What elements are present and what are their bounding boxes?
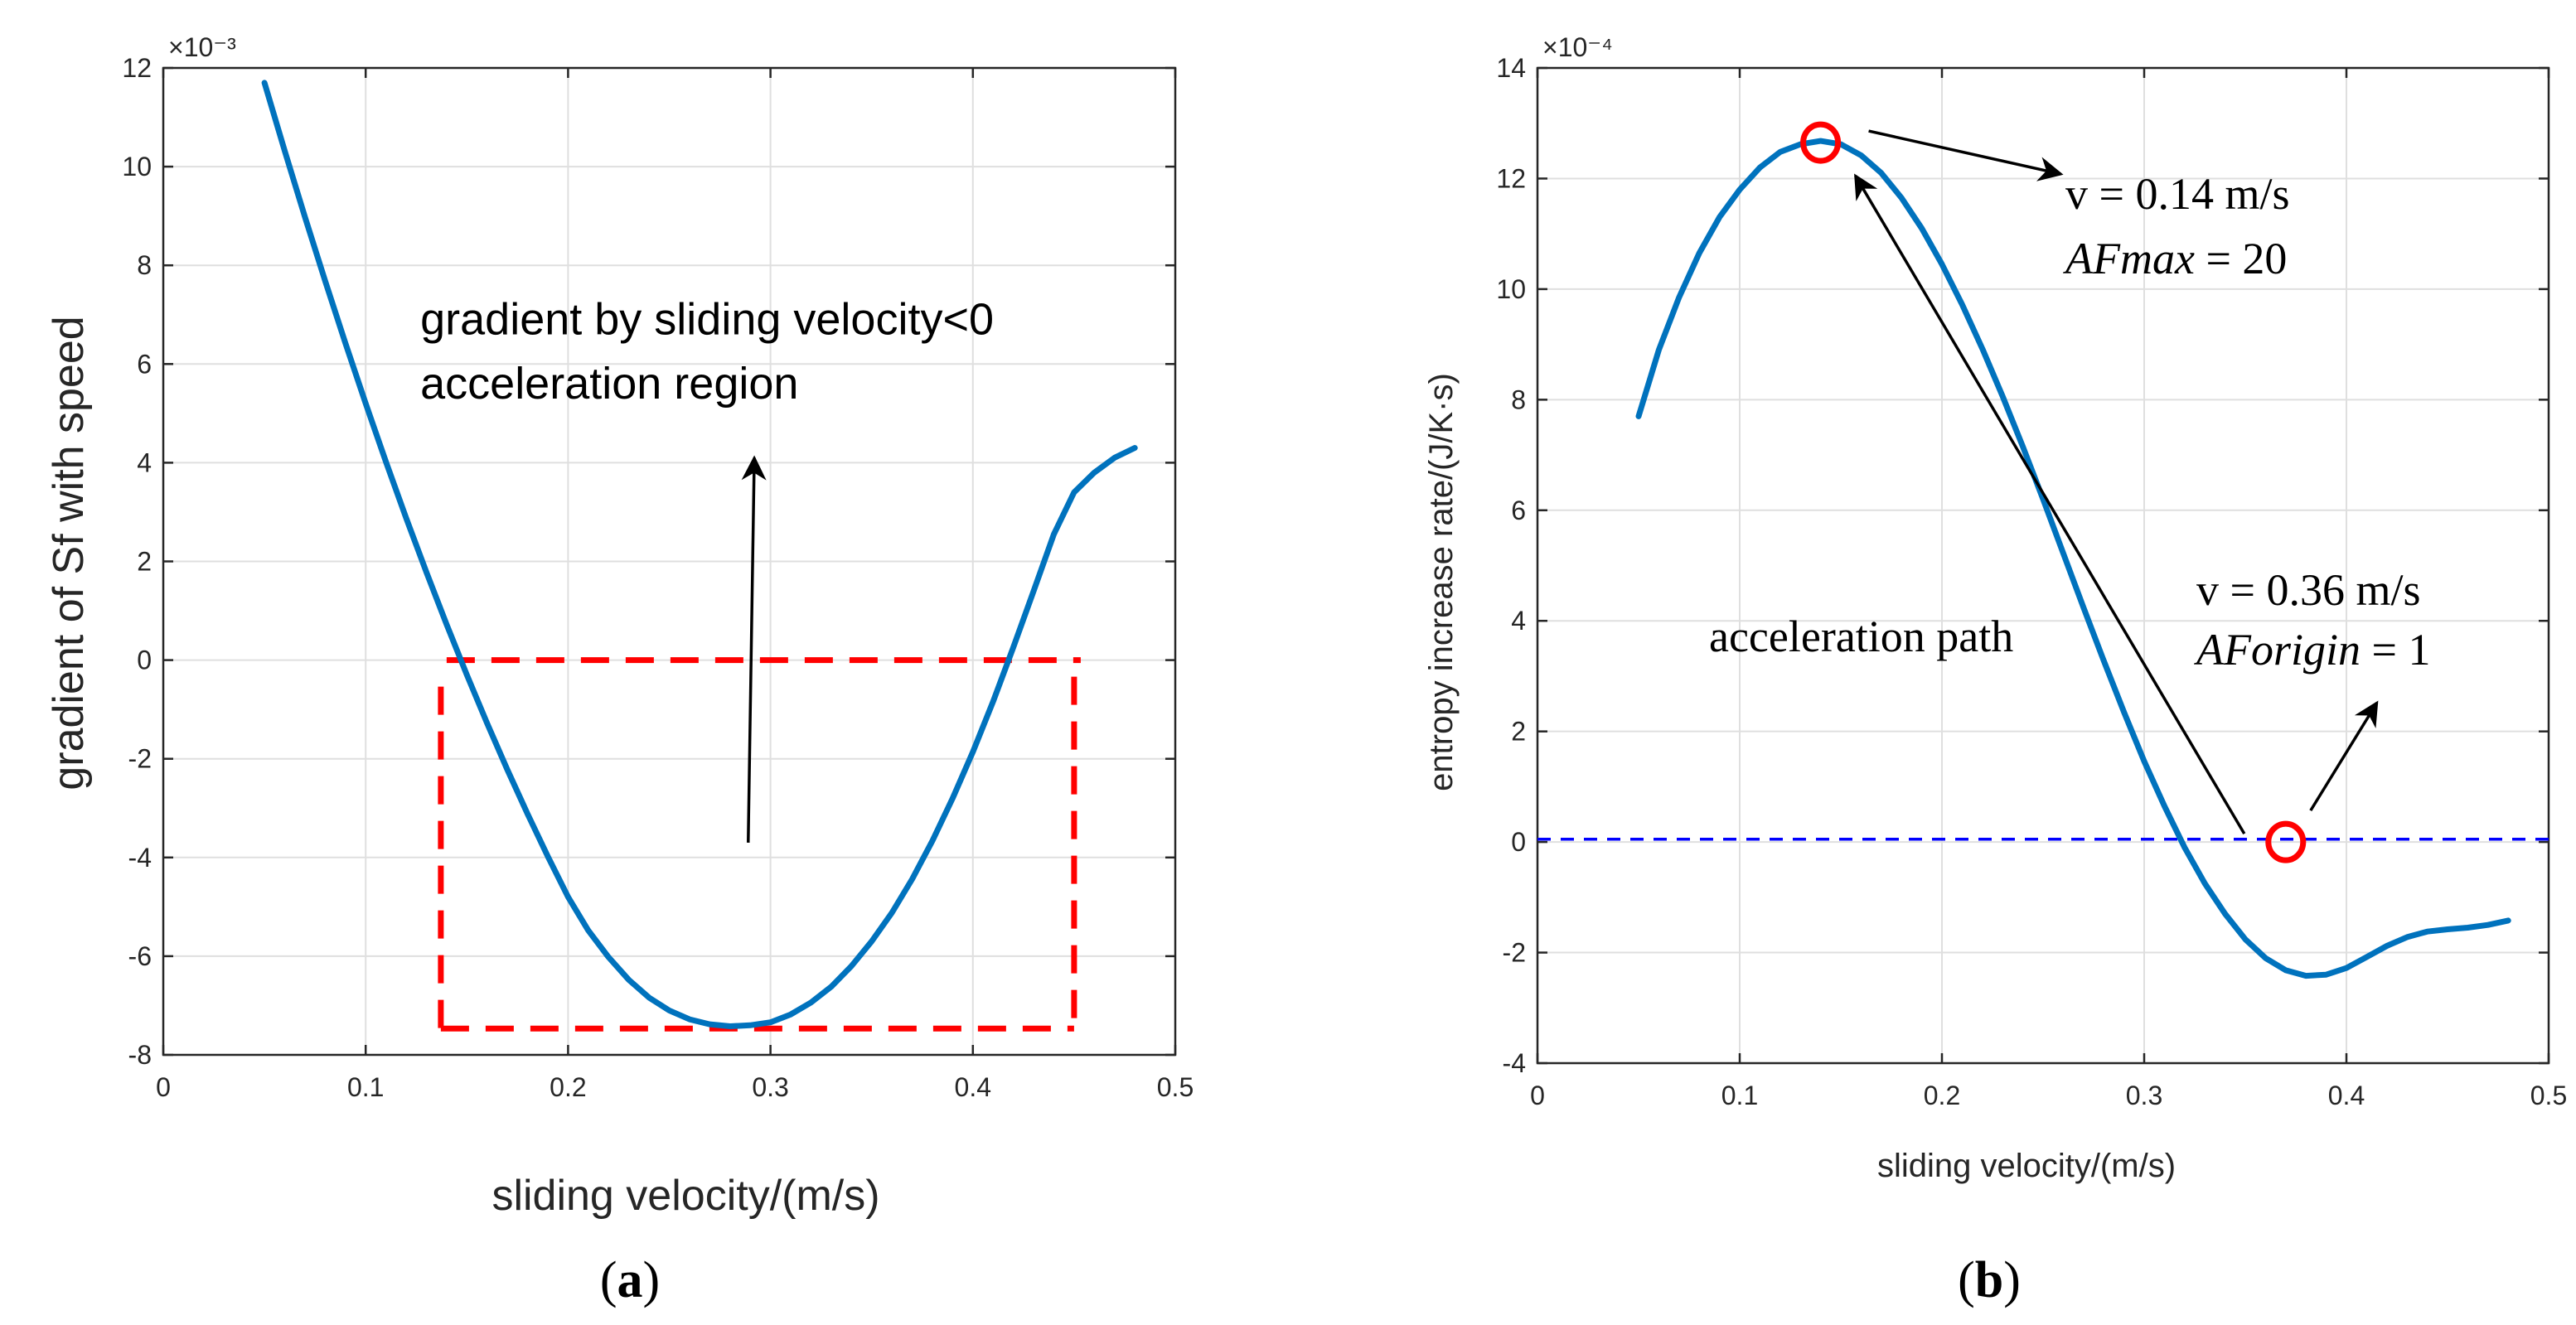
x-tick-label: 0.1 <box>347 1072 384 1102</box>
panel-b-caption: (b) <box>1958 1252 2021 1308</box>
panel-a-annotation-line1: gradient by sliding velocity<0 <box>420 295 994 345</box>
panel-a-ticks: 0 0.1 0.2 0.3 0.4 0.5 -8 -6 -4 -2 0 2 4 6 8 10 12 <box>122 53 1194 1102</box>
panel-b-marker-max <box>1800 121 1842 164</box>
x-tick-label: 0.3 <box>2126 1081 2162 1110</box>
panel-a-highlight-box <box>438 657 1081 1032</box>
panel-b-y-scale-label: ×10⁻⁴ <box>1542 32 1613 62</box>
y-tick-label: 10 <box>122 152 152 181</box>
panel-a-y-scale-label: ×10⁻³ <box>168 32 236 62</box>
y-tick-label: 12 <box>122 53 152 83</box>
panel-b-origin-af-label: AForigin = 1 <box>2194 625 2430 675</box>
panel-b-origin-af-var: AForigin <box>2194 625 2361 675</box>
y-tick-label: 6 <box>137 349 152 379</box>
panel-a-gradient-curve <box>261 80 1138 1029</box>
panel-b: 0 0.1 0.2 0.3 0.4 0.5 -4 -2 0 2 4 6 8 10 12 14 v = 0.14… <box>1423 32 2567 1308</box>
panel-b-entropy-curve <box>1635 138 2511 979</box>
x-tick-label: 0 <box>1530 1081 1545 1110</box>
y-tick-label: 6 <box>1511 496 1526 525</box>
y-tick-label: 8 <box>137 250 152 280</box>
panel-b-caption-letter: b <box>1975 1252 2003 1308</box>
panel-b-ticks: 0 0.1 0.2 0.3 0.4 0.5 -4 -2 0 2 4 6 8 10 12 14 <box>1496 53 2567 1110</box>
y-tick-label: -2 <box>128 744 152 774</box>
panel-a-caption-close: ) <box>643 1252 661 1308</box>
y-tick-label: -4 <box>1503 1048 1526 1078</box>
panel-b-caption-open: ( <box>1958 1252 1975 1308</box>
panel-a-caption-open: ( <box>600 1252 617 1308</box>
panel-a-up-arrow <box>741 455 767 843</box>
x-tick-label: 0.2 <box>1924 1081 1960 1110</box>
panel-a-axes-box <box>162 66 1177 1057</box>
y-tick-label: -2 <box>1503 938 1526 968</box>
y-tick-label: -6 <box>128 941 152 971</box>
x-tick-label: 0.5 <box>1157 1072 1194 1102</box>
panel-a-caption-letter: a <box>617 1252 643 1308</box>
panel-a-caption: (a) <box>600 1252 660 1308</box>
panel-b-caption-close: ) <box>2003 1252 2021 1308</box>
y-tick-label: 12 <box>1496 163 1526 193</box>
y-tick-label: -8 <box>128 1040 152 1070</box>
panel-b-max-af-var: AFmax <box>2063 234 2195 283</box>
panel-a-annotation-line2: acceleration region <box>420 359 798 409</box>
panel-b-acceleration-path-label: acceleration path <box>1709 612 2013 661</box>
panel-b-origin-af-val: = 1 <box>2361 625 2430 675</box>
panel-a-x-axis-label: sliding velocity/(m/s) <box>491 1172 879 1220</box>
y-tick-label: 8 <box>1511 384 1526 414</box>
y-tick-label: 2 <box>137 547 152 577</box>
panel-b-y-axis-label: entropy increase rate/(J/K·s) <box>1423 373 1460 791</box>
x-tick-label: 0.2 <box>550 1072 586 1102</box>
y-tick-label: 0 <box>1511 827 1526 857</box>
panel-a-y-axis-label: gradient of Sf with speed <box>45 316 93 790</box>
x-tick-label: 0.1 <box>1721 1081 1758 1110</box>
x-tick-label: 0 <box>156 1072 171 1102</box>
panel-b-max-af-val: = 20 <box>2195 234 2287 283</box>
panel-b-arrow-to-origin-label <box>2309 700 2379 812</box>
y-tick-label: 14 <box>1496 53 1526 83</box>
y-tick-label: -4 <box>128 843 152 873</box>
panel-b-x-axis-label: sliding velocity/(m/s) <box>1877 1148 2176 1184</box>
x-tick-label: 0.5 <box>2530 1081 2567 1110</box>
panel-b-max-af-label: AFmax = 20 <box>2063 234 2287 283</box>
panel-b-arrow-to-max-label <box>1868 129 2064 181</box>
y-tick-label: 4 <box>137 447 152 477</box>
y-tick-label: 0 <box>137 646 152 675</box>
x-tick-label: 0.4 <box>955 1072 991 1102</box>
panel-b-acceleration-path-arrow <box>1854 173 2246 835</box>
y-tick-label: 2 <box>1511 717 1526 747</box>
panel-b-marker-origin <box>2265 820 2307 863</box>
x-tick-label: 0.4 <box>2328 1081 2365 1110</box>
y-tick-label: 10 <box>1496 274 1526 304</box>
panel-a: 0 0.1 0.2 0.3 0.4 0.5 -8 -6 -4 -2 0 2 4 6 8 10 12 gradie… <box>45 32 1194 1308</box>
panel-b-origin-velocity-label: v = 0.36 m/s <box>2196 565 2420 615</box>
x-tick-label: 0.3 <box>752 1072 788 1102</box>
panel-a-grid <box>162 67 1176 1056</box>
panel-b-axes-box <box>1536 66 2550 1065</box>
y-tick-label: 4 <box>1511 606 1526 636</box>
panel-b-max-velocity-label: v = 0.14 m/s <box>2065 169 2289 219</box>
